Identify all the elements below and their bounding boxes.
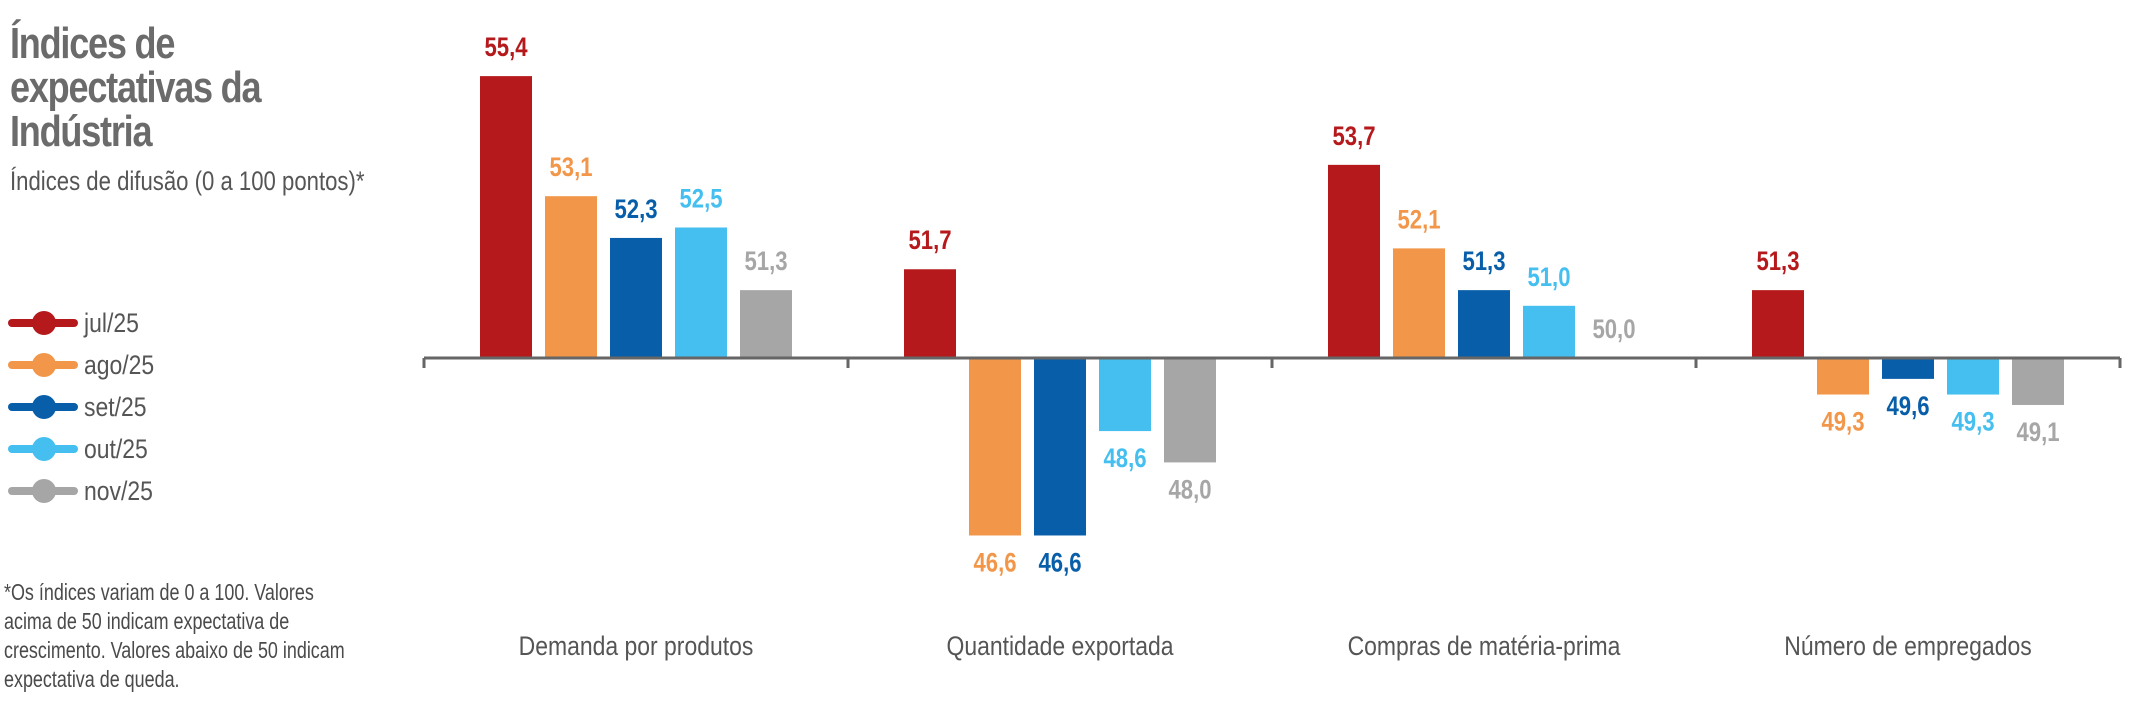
- bar: [1458, 290, 1510, 358]
- legend-dot: [32, 311, 56, 335]
- category-label: Quantidade exportada: [946, 631, 1173, 661]
- data-label: 48,6: [1103, 444, 1146, 474]
- data-label: 53,1: [549, 153, 592, 183]
- legend-dot: [32, 479, 56, 503]
- footnote-text: *Os índices variam de 0 a 100. Valores a…: [4, 579, 345, 692]
- legend-dot: [32, 437, 56, 461]
- bar: [1034, 358, 1086, 536]
- legend-label: jul/25: [84, 307, 139, 338]
- data-label: 49,1: [2016, 418, 2059, 448]
- bar: [1328, 164, 1380, 358]
- data-label: 55,4: [484, 33, 527, 63]
- data-label: 51,3: [744, 247, 787, 277]
- data-label: 49,3: [1821, 408, 1864, 438]
- bar: [740, 290, 792, 358]
- data-label: 52,3: [614, 195, 657, 225]
- data-label: 49,3: [1951, 408, 1994, 438]
- data-label: 52,1: [1397, 205, 1440, 235]
- data-label: 53,7: [1332, 122, 1375, 152]
- footnote: *Os índices variam de 0 a 100. Valores a…: [4, 578, 345, 694]
- data-label: 48,0: [1168, 475, 1211, 505]
- bar: [969, 358, 1021, 536]
- bar: [1164, 358, 1216, 463]
- data-label: 49,6: [1886, 392, 1929, 422]
- bar: [1882, 358, 1934, 379]
- bar: [675, 227, 727, 358]
- legend-line-dot-icon: [8, 479, 78, 503]
- category-label: Demanda por produtos: [519, 631, 754, 661]
- data-label: 46,6: [973, 549, 1016, 579]
- legend-line-dot-icon: [8, 311, 78, 335]
- data-label: 51,0: [1527, 263, 1570, 293]
- bar: [1947, 358, 1999, 395]
- category-label: Número de empregados: [1784, 631, 2031, 661]
- legend-item-set: set/25: [8, 386, 167, 428]
- legend-item-out: out/25: [8, 428, 167, 470]
- bar: [610, 237, 662, 358]
- chart-subtitle: Índices de difusão (0 a 100 pontos)*: [10, 166, 365, 196]
- legend-line-dot-icon: [8, 437, 78, 461]
- legend: jul/25 ago/25 set/25 out/25 nov/25: [8, 302, 167, 512]
- data-label: 51,3: [1756, 247, 1799, 277]
- legend-dot: [32, 353, 56, 377]
- bar: [904, 269, 956, 358]
- bar: [1393, 248, 1445, 358]
- legend-line-dot-icon: [8, 353, 78, 377]
- data-label: 51,7: [908, 226, 951, 256]
- data-label: 50,0: [1592, 315, 1635, 345]
- legend-item-nov: nov/25: [8, 470, 167, 512]
- data-label: 46,6: [1038, 549, 1081, 579]
- bar: [1752, 290, 1804, 358]
- bar: [1099, 358, 1151, 432]
- legend-dot: [32, 395, 56, 419]
- legend-label: ago/25: [84, 349, 155, 380]
- legend-label: nov/25: [84, 475, 153, 506]
- bar: [480, 76, 532, 359]
- legend-item-ago: ago/25: [8, 344, 167, 386]
- data-label: 51,3: [1462, 247, 1505, 277]
- data-label: 52,5: [679, 185, 722, 215]
- legend-item-jul: jul/25: [8, 302, 167, 344]
- legend-line-dot-icon: [8, 395, 78, 419]
- bar: [1523, 305, 1575, 358]
- legend-label: out/25: [84, 433, 148, 464]
- legend-label: set/25: [84, 391, 147, 422]
- chart-title: Índices de expectativas da Indústria: [10, 19, 262, 156]
- bar: [2012, 358, 2064, 405]
- bar: [545, 196, 597, 358]
- category-label: Compras de matéria-prima: [1348, 631, 1621, 661]
- bar: [1817, 358, 1869, 395]
